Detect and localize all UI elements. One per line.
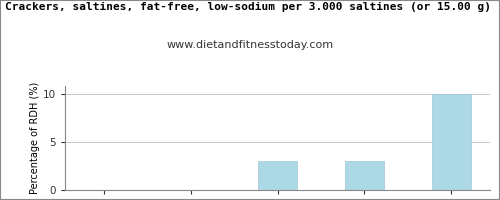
Bar — [432, 94, 470, 190]
Bar — [258, 161, 297, 190]
Text: www.dietandfitnesstoday.com: www.dietandfitnesstoday.com — [166, 40, 334, 50]
Y-axis label: Percentage of RDH (%): Percentage of RDH (%) — [30, 82, 40, 194]
Text: Crackers, saltines, fat-free, low-sodium per 3.000 saltines (or 15.00 g): Crackers, saltines, fat-free, low-sodium… — [5, 2, 491, 12]
Bar — [345, 161, 384, 190]
